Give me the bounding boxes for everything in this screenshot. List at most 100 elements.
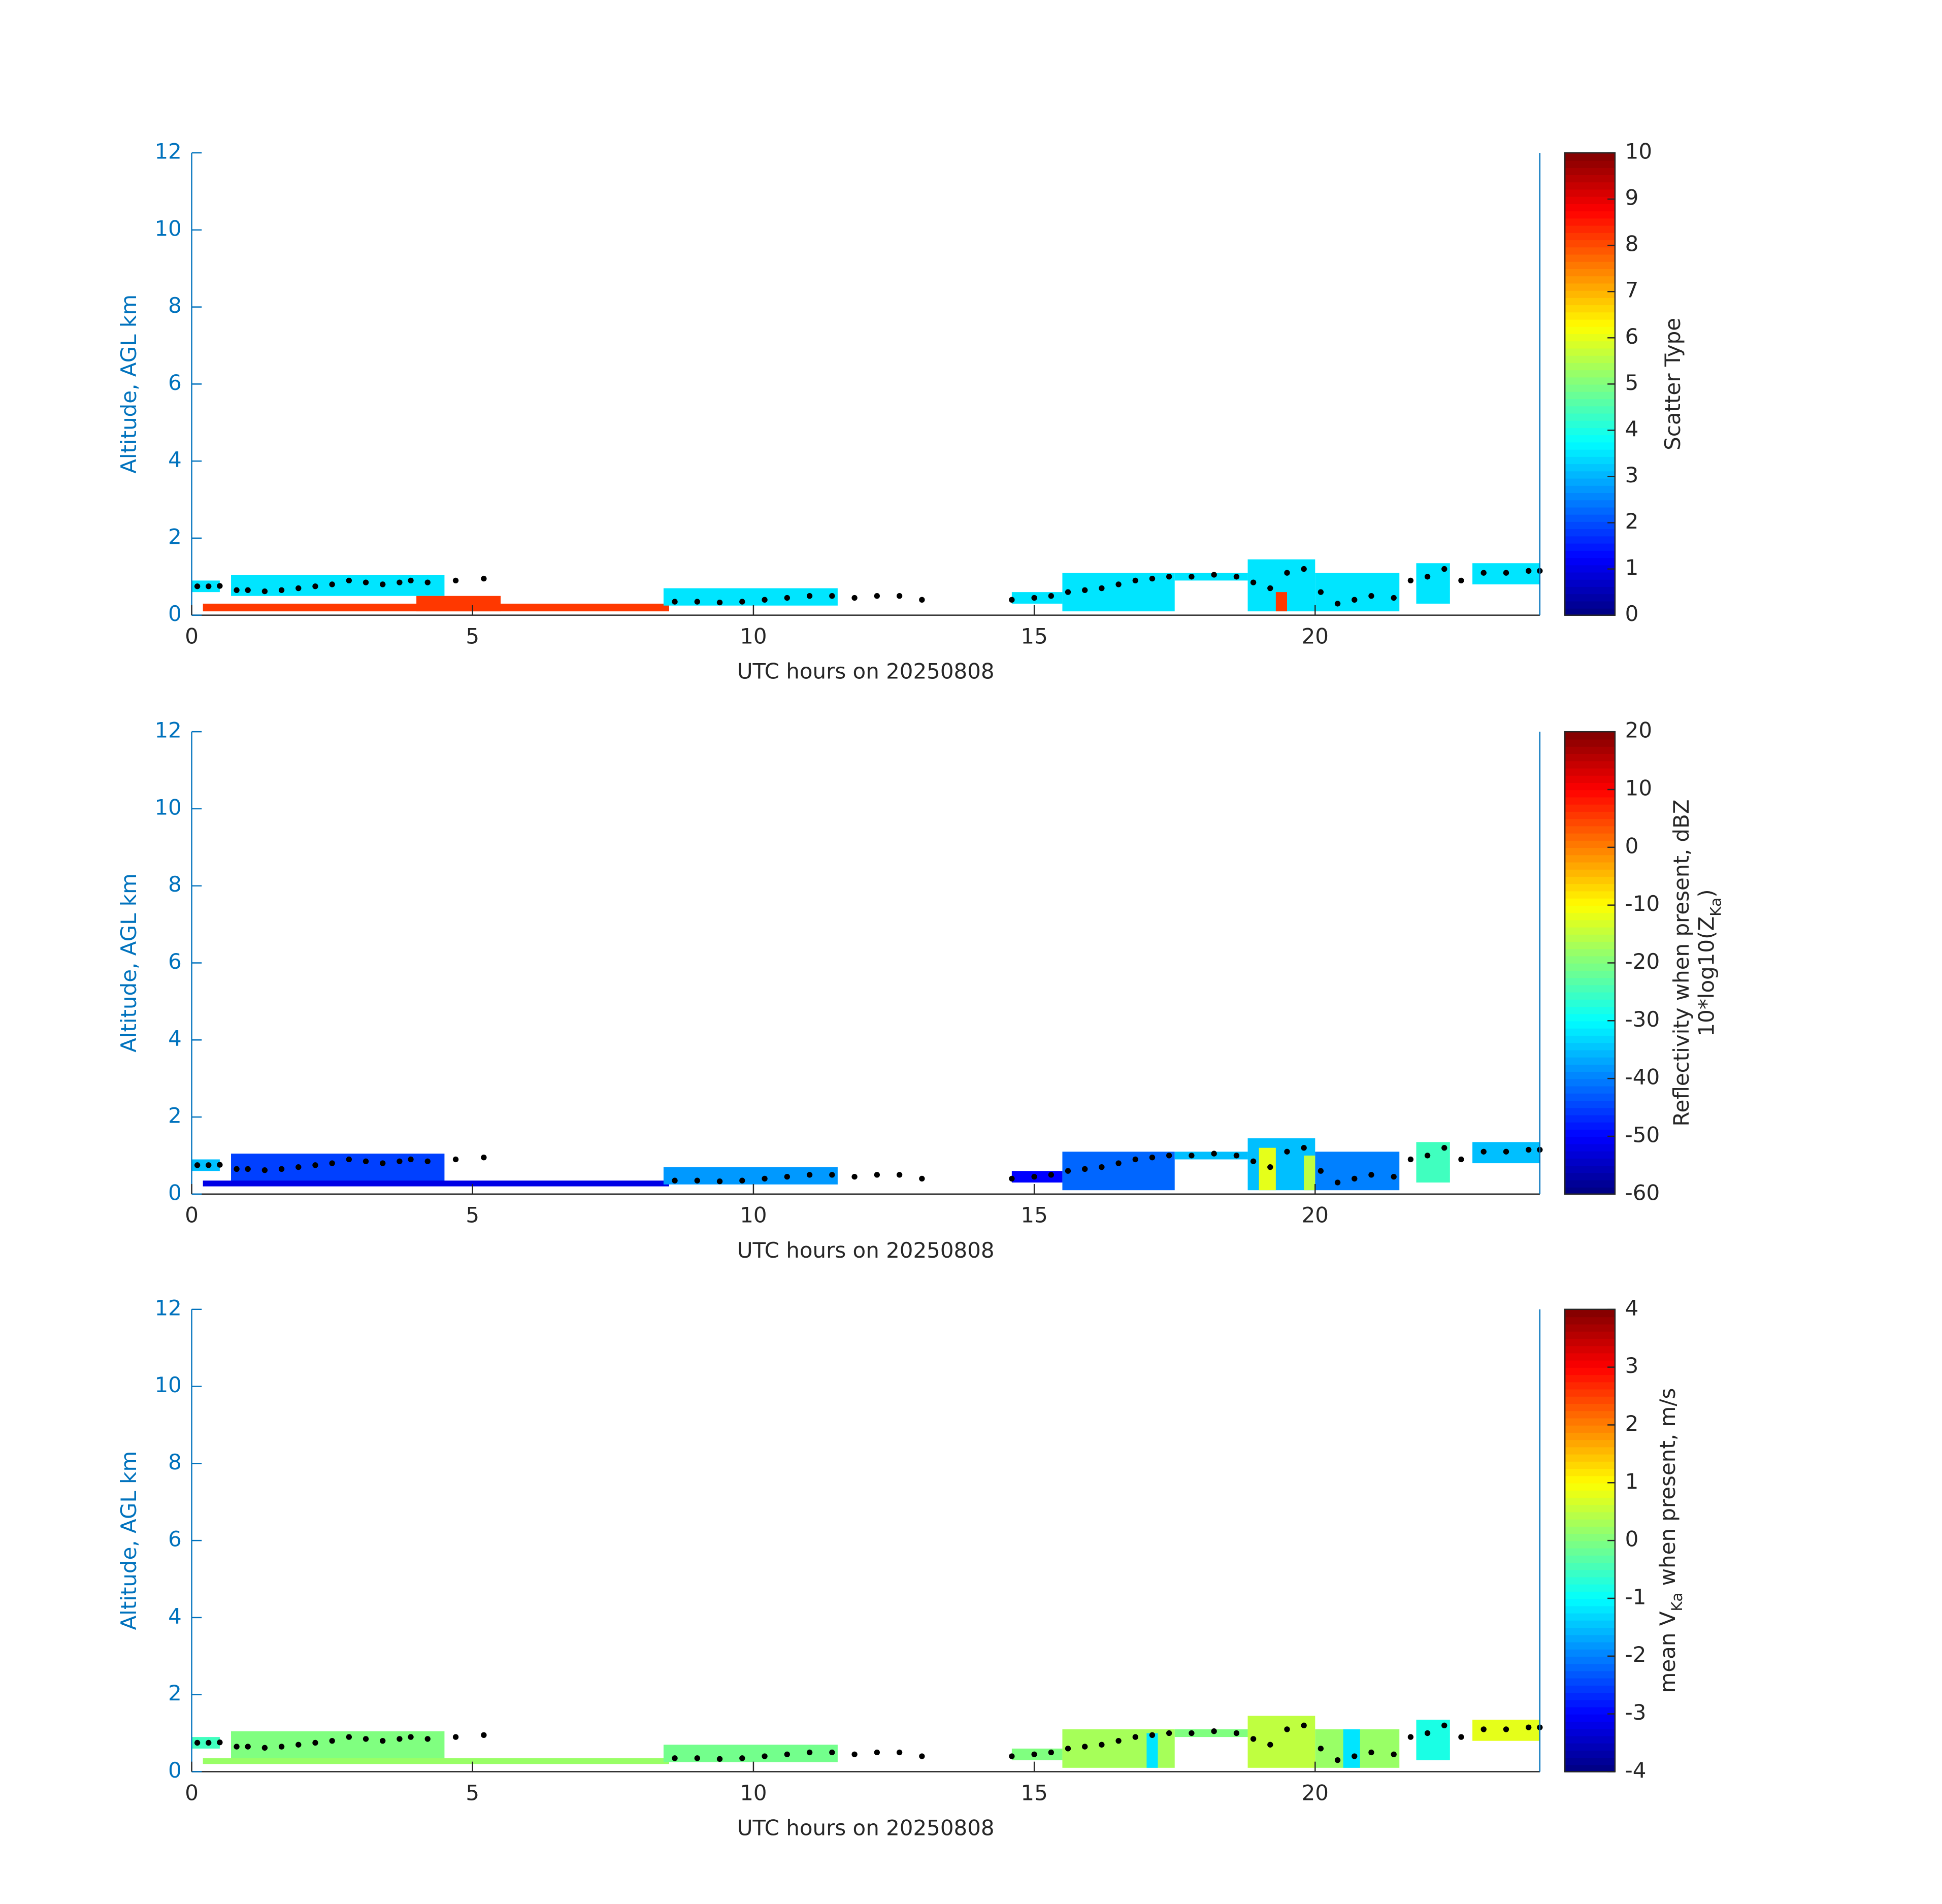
colorbar-swatch: [1565, 463, 1615, 472]
cloud-base-point: [1099, 585, 1105, 592]
x-tick-label: 5: [466, 624, 479, 649]
cloud-base-point: [346, 1156, 352, 1163]
colorbar-label: mean VKa when present, m/s: [1655, 1388, 1686, 1693]
cloud-base-point: [217, 1162, 223, 1168]
colorbar-swatch: [1565, 999, 1615, 1007]
colorbar-swatch: [1565, 876, 1615, 884]
cloud-base-point: [1526, 1724, 1532, 1730]
colorbar-swatch: [1565, 492, 1615, 501]
y-tick-label: 4: [168, 447, 182, 472]
x-tick-label: 10: [740, 1203, 767, 1228]
y-tick-label: 6: [168, 370, 182, 395]
colorbar-tick-label: 5: [1625, 370, 1639, 395]
colorbar-swatch: [1565, 543, 1615, 551]
colorbar-swatch: [1565, 557, 1615, 566]
cloud-base-point: [329, 1738, 335, 1744]
colorbar-swatch: [1565, 977, 1615, 986]
colorbar-swatch: [1565, 1591, 1615, 1599]
cloud-base-point: [397, 1736, 403, 1742]
cloud-base-point: [408, 1156, 414, 1163]
colorbar-tick-label: 3: [1625, 463, 1639, 487]
cloud-base-point: [380, 581, 386, 587]
colorbar-tick-label: 10: [1625, 139, 1652, 164]
cloud-base-point: [851, 595, 858, 601]
cloud-base-point: [919, 597, 925, 603]
colorbar-swatch: [1565, 1309, 1615, 1318]
cloud-base-point: [672, 599, 678, 605]
y-tick-label: 6: [168, 949, 182, 974]
cloud-base-point: [424, 1736, 431, 1742]
cloud-base-point: [234, 1166, 240, 1172]
colorbar-swatch: [1565, 1317, 1615, 1325]
colorbar-swatch: [1565, 1389, 1615, 1397]
cloud-base-point: [1009, 1753, 1015, 1759]
x-tick-label: 5: [466, 1780, 479, 1805]
colorbar-swatch: [1565, 391, 1615, 400]
cloud-base-point: [806, 1749, 813, 1756]
colorbar-swatch: [1565, 203, 1615, 212]
colorbar-swatch: [1565, 1634, 1615, 1643]
y-tick-label: 0: [168, 601, 182, 626]
colorbar: 0 1 2 3 4 5 6 7 8 9 10 Scatter Type: [1564, 139, 1685, 626]
colorbar-swatch: [1565, 1642, 1615, 1650]
cloud-base-point: [1318, 589, 1324, 595]
field-cell: [1062, 1152, 1175, 1191]
cloud-base-point: [1149, 1732, 1156, 1738]
cloud-base-point: [1301, 566, 1307, 572]
colorbar-swatch: [1565, 1519, 1615, 1527]
colorbar-swatch: [1565, 384, 1615, 392]
colorbar-swatch: [1565, 1475, 1615, 1484]
cloud-base-point: [694, 599, 700, 605]
cloud-base-point: [380, 1738, 386, 1744]
colorbar-swatch: [1565, 1584, 1615, 1592]
cloud-base-point: [1267, 1742, 1273, 1748]
cloud-base-point: [716, 1178, 723, 1185]
cloud-base-point: [1284, 1148, 1290, 1155]
cloud-base-point: [1267, 585, 1273, 592]
colorbar-swatch: [1565, 485, 1615, 494]
cloud-base-point: [1048, 1749, 1054, 1756]
cloud-base-point: [1211, 572, 1217, 578]
cloud-base-point: [874, 1172, 880, 1178]
colorbar-swatch: [1565, 478, 1615, 486]
cloud-base-point: [1352, 1175, 1358, 1182]
colorbar-tick-label: -40: [1625, 1065, 1660, 1090]
colorbar-swatch: [1565, 586, 1615, 595]
colorbar-swatch: [1565, 1728, 1615, 1736]
colorbar-swatch: [1565, 1122, 1615, 1130]
colorbar-swatch: [1565, 1468, 1615, 1476]
colorbar-swatch: [1565, 434, 1615, 443]
cloud-base-point: [1009, 1175, 1015, 1182]
cloud-base-point: [1334, 1179, 1341, 1186]
cloud-base-point: [762, 1175, 768, 1182]
colorbar-swatch: [1565, 608, 1615, 616]
field-cell: [1275, 592, 1287, 612]
colorbar-swatch: [1565, 1447, 1615, 1455]
colorbar-tick-label: -60: [1625, 1180, 1660, 1205]
cloud-base-point: [1267, 1164, 1273, 1170]
colorbar-swatch: [1565, 1049, 1615, 1058]
colorbar-swatch: [1565, 1483, 1615, 1491]
colorbar-swatch: [1565, 1512, 1615, 1520]
colorbar-swatch: [1565, 1685, 1615, 1693]
cloud-base-point: [1250, 579, 1257, 585]
cloud-base-point: [452, 1734, 459, 1740]
y-tick-label: 12: [154, 139, 181, 164]
y-axis: 0 2 4 6 8 10 12 Altitude, AGL km: [116, 139, 1541, 626]
colorbar-swatch: [1565, 1454, 1615, 1462]
y-tick-label: 4: [168, 1026, 182, 1051]
colorbar-label-part: ): [1694, 889, 1719, 897]
cloud-base-point: [1503, 570, 1509, 576]
cloud-base-point: [806, 593, 813, 599]
colorbar-swatch: [1565, 905, 1615, 913]
cloud-base-point: [363, 579, 369, 585]
colorbar-swatch: [1565, 1743, 1615, 1751]
colorbar-swatch: [1565, 406, 1615, 414]
x-tick-label: 5: [466, 1203, 479, 1228]
cloud-base-point: [295, 1742, 302, 1748]
y-axis: 0 2 4 6 8 10 12 Altitude, AGL km: [116, 718, 1541, 1205]
x-tick-label: 20: [1302, 624, 1329, 649]
cloud-base-point: [1132, 1734, 1138, 1740]
x-tick-label: 10: [740, 624, 767, 649]
